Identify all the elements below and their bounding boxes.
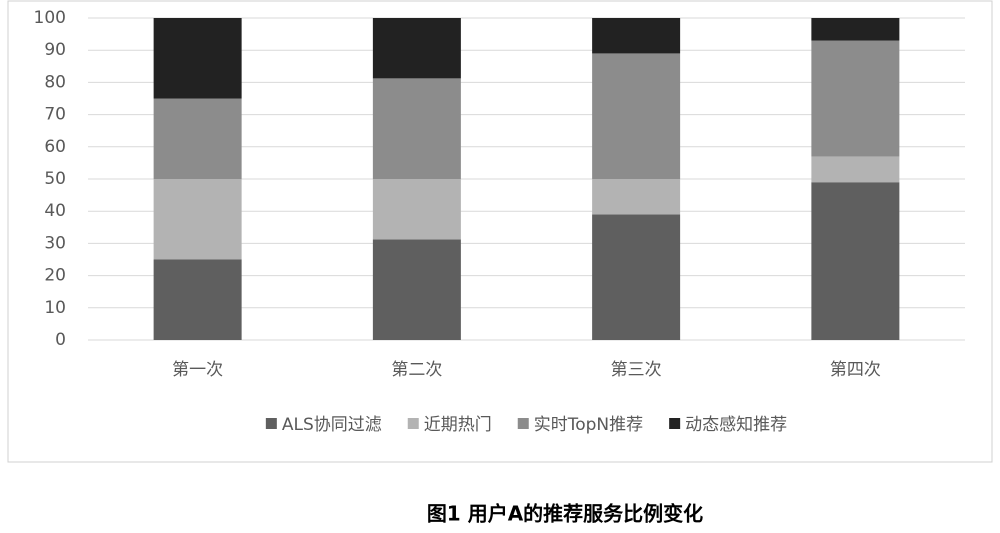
bar-segment	[592, 53, 681, 179]
bar-segment	[592, 18, 681, 54]
legend-swatch	[669, 418, 681, 429]
legend-label: 近期热门	[424, 415, 492, 435]
bar-segment	[372, 78, 461, 179]
legend-label: ALS协同过滤	[282, 415, 382, 435]
bar-segment	[592, 179, 681, 215]
legend-label: 实时TopN推荐	[534, 415, 643, 435]
bar-segment	[592, 214, 681, 340]
bar-segment	[811, 18, 900, 41]
bar-segment	[372, 18, 461, 79]
x-tick-label: 第二次	[391, 360, 442, 380]
y-tick-label: 20	[44, 266, 66, 286]
bar-segment	[811, 156, 900, 183]
y-tick-label: 80	[44, 72, 66, 92]
y-tick-label: 70	[44, 105, 66, 125]
bar-segment	[372, 239, 461, 340]
y-tick-label: 30	[44, 233, 66, 253]
legend-swatch	[265, 418, 277, 429]
legend-swatch	[517, 418, 529, 429]
bar-segment	[811, 182, 900, 340]
legend-swatch	[407, 418, 419, 429]
bar-segment	[811, 40, 900, 157]
bar-segment	[153, 179, 242, 260]
y-tick-label: 0	[55, 330, 66, 350]
y-tick-label: 40	[44, 201, 66, 221]
bar-segment	[153, 98, 242, 179]
bar-segment	[153, 18, 242, 99]
caption: 图1 用户A的推荐服务比例变化	[427, 502, 703, 526]
y-tick-label: 50	[44, 169, 66, 189]
bar-segment	[372, 179, 461, 240]
x-tick-label: 第三次	[611, 360, 662, 380]
y-tick-label: 90	[44, 40, 66, 60]
y-tick-label: 100	[34, 8, 66, 28]
legend-label: 动态感知推荐	[685, 415, 787, 435]
x-tick-label: 第一次	[172, 360, 223, 380]
x-tick-label: 第四次	[830, 360, 881, 380]
y-tick-label: 10	[44, 298, 66, 318]
y-tick-label: 60	[44, 137, 66, 157]
bar-segment	[153, 259, 242, 340]
